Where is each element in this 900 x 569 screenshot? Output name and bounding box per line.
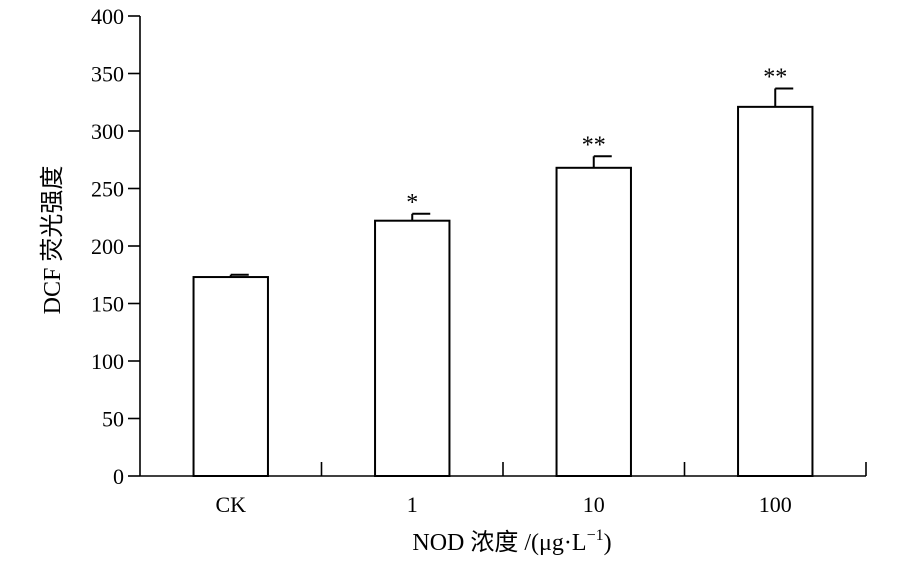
x-axis-title-superscript: −1 <box>587 527 604 544</box>
y-tick-label: 250 <box>91 177 124 202</box>
x-axis-title: NOD 浓度 /(μg·L−1) <box>412 527 611 556</box>
y-tick-label: 150 <box>91 292 124 317</box>
bar-10 <box>555 166 632 478</box>
bar-100 <box>737 105 814 477</box>
y-axis-title: DCF 荧光强度 <box>39 166 66 315</box>
significance-label: * <box>406 190 418 216</box>
significance-label: ** <box>763 64 787 90</box>
x-tick-label: CK <box>215 492 246 517</box>
axes: 0 50 100 150 200 250 300 350 400 CK 1 10 100 <box>91 4 867 517</box>
significance-label: ** <box>582 132 606 158</box>
x-axis-title-close: ) <box>604 530 612 556</box>
bar-1 <box>374 219 451 477</box>
y-tick-label: 200 <box>91 234 124 259</box>
x-tick-label: 10 <box>583 492 605 517</box>
bar-CK <box>192 276 269 477</box>
x-axis-title-main: NOD 浓度 /(μg·L <box>412 529 586 556</box>
x-tick-label: 1 <box>407 492 418 517</box>
y-tick-label: 100 <box>91 349 124 374</box>
y-tick-label: 400 <box>91 4 124 29</box>
y-tick-label: 300 <box>91 119 124 144</box>
x-tick-label: 100 <box>759 492 792 517</box>
y-tick-label: 0 <box>113 464 124 489</box>
bars: ***** <box>192 64 814 478</box>
y-tick-label: 50 <box>102 407 124 432</box>
y-tick-label: 350 <box>91 62 124 87</box>
